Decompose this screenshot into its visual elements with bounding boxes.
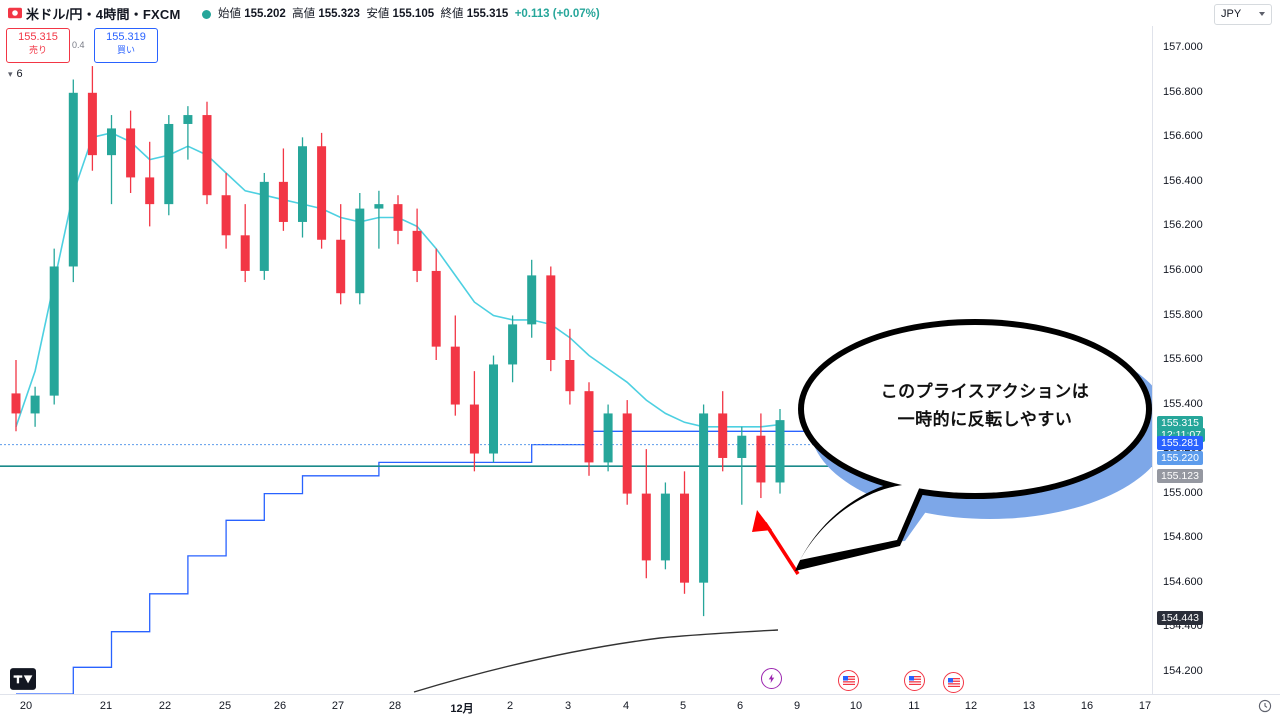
currency-selector[interactable]: JPY [1214, 4, 1272, 25]
time-tick: 27 [331, 700, 345, 712]
time-scale[interactable]: 20 21 22 25 26 27 28 12月 2 3 4 5 6 9 10 11 12 13 16 17 [0, 694, 1280, 721]
time-tick: 25 [218, 700, 232, 712]
quantity-stepper[interactable]: ▾ 6 [8, 68, 23, 80]
event-icon-us-flag-3[interactable] [943, 672, 964, 693]
candlestick-chart [0, 66, 1152, 694]
sell-label: 売り [28, 45, 47, 55]
price-tick: 156.800 [1163, 85, 1203, 98]
event-icon-us-flag-2[interactable] [904, 670, 925, 691]
time-tick: 2 [506, 700, 514, 712]
low-value: 155.105 [392, 8, 435, 20]
time-tick: 17 [1138, 700, 1152, 712]
symbol-flag-icon [8, 7, 22, 19]
price-tick: 154.800 [1163, 531, 1203, 544]
annotation-line-1: このプライスアクションは [880, 382, 1090, 401]
price-tick: 157.000 [1163, 41, 1203, 54]
chevron-down-icon: ▾ [8, 69, 13, 79]
price-tick: 155.600 [1163, 353, 1203, 365]
series-color-dot [202, 10, 211, 19]
currency-selector-label: JPY [1221, 8, 1242, 20]
time-tick: 6 [736, 700, 744, 712]
time-tick: 11 [908, 700, 920, 712]
lightning-icon [768, 673, 775, 684]
us-flag-icon [908, 676, 921, 685]
buy-button[interactable]: 155.319 買い [94, 28, 158, 63]
time-tick: 9 [793, 700, 801, 712]
time-tick: 26 [273, 700, 287, 712]
price-tick: 155.800 [1163, 308, 1203, 321]
buy-price: 155.319 [106, 31, 146, 43]
high-label: 高値 [292, 8, 316, 20]
price-tick: 155.400 [1163, 397, 1203, 410]
price-tick: 156.400 [1163, 174, 1203, 187]
price-label: 155.315 [1157, 415, 1203, 430]
symbol-title[interactable]: 米ドル/円・4時間・FXCM [26, 7, 181, 22]
chart-header-bar: 米ドル/円・4時間・FXCM 始値 155.202 高値 155.323 安値 … [0, 0, 1280, 26]
timezone-clock-icon[interactable] [1258, 699, 1272, 713]
time-tick: 10 [849, 700, 863, 712]
price-label: 155.281 [1157, 436, 1203, 450]
us-flag-icon [842, 676, 855, 685]
candle-series [11, 66, 785, 617]
ohlc-values: 始値 155.202 高値 155.323 安値 155.105 終値 155.… [218, 5, 600, 21]
open-label: 始値 [218, 8, 241, 20]
price-label: 155.220 [1157, 450, 1203, 465]
open-value: 155.202 [244, 8, 286, 20]
chart-plot-area[interactable] [0, 26, 1152, 694]
close-label: 終値 [440, 8, 464, 20]
time-tick: 4 [622, 700, 630, 712]
time-tick: 20 [19, 700, 33, 712]
event-icon-economic[interactable] [761, 668, 782, 689]
time-tick: 16 [1080, 700, 1094, 712]
time-tick: 28 [388, 700, 402, 712]
price-tick: 156.600 [1163, 130, 1203, 143]
price-tick: 156.200 [1163, 219, 1203, 232]
buy-label: 買い [116, 45, 135, 55]
time-tick: 3 [564, 700, 572, 712]
annotation-text: このプライスアクションは 一時的に反転しやすい [835, 378, 1135, 434]
time-tick: 21 [99, 700, 113, 712]
price-tick: 154.600 [1163, 575, 1203, 588]
price-tick: 154.200 [1163, 664, 1203, 677]
lower-curve-line [413, 629, 779, 693]
quantity-value: 6 [16, 68, 23, 80]
time-tick: 12月 [450, 703, 474, 715]
close-value: 155.315 [466, 8, 509, 20]
high-value: 155.323 [318, 8, 360, 20]
chevron-down-icon [1259, 12, 1265, 16]
tradingview-logo [10, 668, 36, 690]
sell-price: 155.315 [18, 31, 58, 43]
price-label: 155.123 [1157, 469, 1203, 484]
event-icon-us-flag-1[interactable] [838, 670, 859, 691]
annotation-line-2: 一時的に反転しやすい [897, 410, 1073, 429]
red-arrow-annotation [752, 510, 800, 575]
spread-value: 0.4 [72, 40, 85, 50]
speech-balloon [795, 319, 1152, 571]
low-label: 安値 [366, 8, 390, 20]
price-scale[interactable]: 157.000 156.800 156.600 156.400 156.200 156.0… [1152, 26, 1280, 694]
us-flag-icon [947, 678, 960, 687]
change-value: +0.113 (+0.07%) [514, 8, 600, 20]
price-tick: 155.000 [1163, 486, 1203, 499]
sell-button[interactable]: 155.315 売り [6, 28, 70, 63]
time-tick: 5 [679, 700, 687, 712]
step-indicator-line [16, 430, 1152, 694]
price-label: 154.443 [1157, 610, 1203, 625]
price-tick: 156.000 [1163, 263, 1203, 276]
time-tick: 22 [158, 700, 172, 712]
time-tick: 12 [964, 700, 978, 712]
time-tick: 13 [1022, 700, 1036, 712]
